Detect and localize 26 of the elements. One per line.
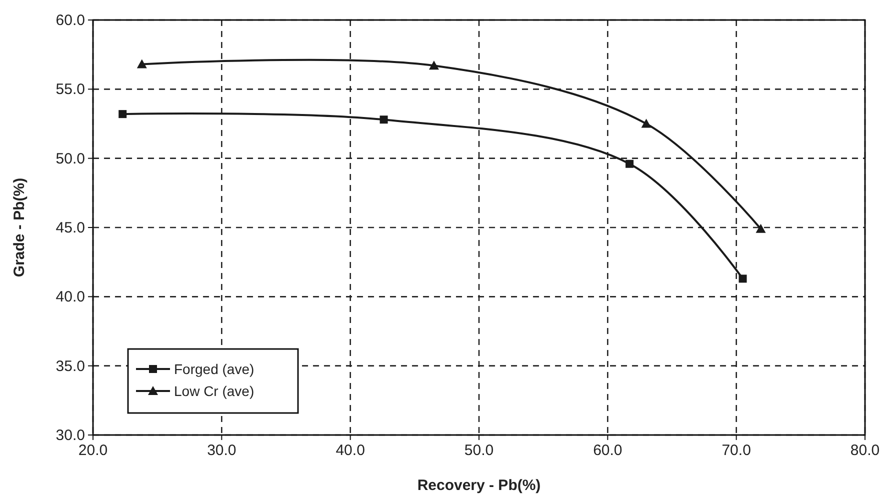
x-axis-title: Recovery - Pb(%) [417,477,541,494]
point [136,59,147,68]
x-tick-label: 80.0 [850,442,880,459]
point [626,160,634,168]
point [380,116,388,124]
x-tick-label: 70.0 [722,442,751,459]
y-tick-label: 40.0 [56,288,85,306]
y-tick-label: 35.0 [56,358,85,375]
point [756,224,766,233]
y-axis-title: Grade - Pb(%) [11,178,28,278]
legend-label: Low Cr (ave) [174,383,254,399]
x-tick-label: 40.0 [336,442,365,459]
x-tick-label: 60.0 [593,442,622,459]
y-tick-label: 55.0 [56,81,85,98]
x-tick-label: 20.0 [78,442,108,459]
point [428,60,439,70]
point [118,110,127,118]
x-tick-label: 30.0 [207,442,236,459]
legend-label: Forged (ave) [174,361,254,377]
y-tick-label: 50.0 [56,150,85,168]
y-tick-label: 30.0 [56,427,85,444]
x-tick-label: 50.0 [464,442,494,459]
point [641,118,652,128]
y-tick-label: 60.0 [56,12,85,29]
y-tick-label: 45.0 [56,220,85,236]
point [738,274,747,283]
